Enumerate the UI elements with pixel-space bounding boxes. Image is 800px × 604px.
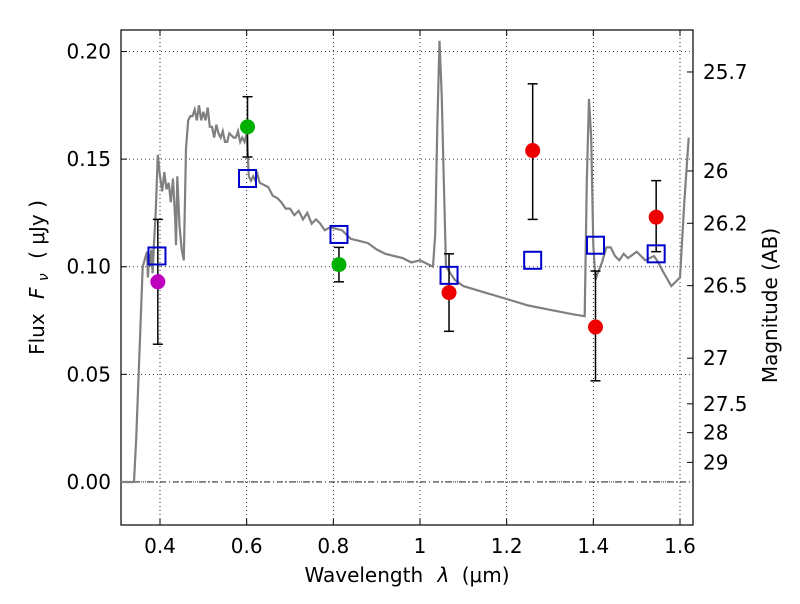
x-tick-label: 0.8 [317, 534, 349, 558]
observed-flux-point [240, 119, 256, 135]
model-photometry-square [523, 250, 543, 270]
model-spectrum-line [121, 40, 690, 484]
magnitude-tick-label: 28 [703, 421, 728, 445]
x-axis-label-text: Wavelength [304, 563, 423, 587]
magnitude-tick-label: 27.5 [703, 392, 748, 416]
y-axis-label-subscript: ν [36, 273, 52, 281]
data-layer [121, 40, 690, 484]
x-tick-label: 1.2 [491, 534, 523, 558]
x-tick-label: 0.4 [144, 534, 176, 558]
observed-flux-point [331, 257, 347, 273]
y-tick-label: 0.15 [66, 147, 111, 171]
model-photometry-square [646, 244, 666, 264]
x-tick-label: 1.4 [577, 534, 609, 558]
observed-flux-point [588, 319, 603, 335]
magnitude-axis-label: Magnitude (AB) [758, 228, 782, 383]
model-photometry-square [147, 246, 167, 266]
y-axis-label: Flux F ν ( μJy ) [25, 200, 53, 355]
x-tick-label: 0.6 [231, 534, 263, 558]
observed-flux-point [525, 143, 541, 159]
y-axis-label-symbol: F [25, 287, 49, 299]
y-tick-label: 0.10 [66, 255, 111, 279]
x-axis-label-unit: (μm) [462, 563, 510, 587]
y-axis-label-unit: ( μJy ) [25, 200, 49, 259]
magnitude-tick-label: 26 [703, 159, 728, 183]
observed-flux-point [441, 285, 457, 301]
label-layer: Wavelength λ (μm) Flux F ν ( μJy ) Magni… [25, 200, 782, 587]
model-photometry-square [329, 224, 349, 244]
y-tick-label: 0.00 [66, 470, 111, 494]
model-photometry-square [238, 169, 258, 188]
x-axis-label-symbol: λ [437, 563, 450, 587]
magnitude-tick-label: 26.2 [703, 211, 748, 235]
magnitude-tick-label: 27 [703, 346, 728, 370]
magnitude-tick-label: 26.5 [703, 274, 748, 298]
model-photometry-square [586, 235, 605, 255]
observed-flux-point [150, 274, 166, 290]
plot-frame [120, 29, 694, 526]
magnitude-tick-label: 25.7 [703, 60, 748, 84]
x-tick-label: 1 [414, 534, 427, 558]
magnitude-tick-label: 29 [703, 450, 728, 474]
y-tick-label: 0.05 [66, 362, 111, 386]
x-axis-label: Wavelength λ (μm) [304, 563, 509, 587]
x-tick-label: 1.6 [664, 534, 696, 558]
tick-layer: 0.4 0.6 0.8 1 1.2 1.4 1.6 0.00 0.05 0.10 0.15 0.20 2… [66, 30, 748, 558]
observed-flux-point [648, 209, 664, 225]
model-photometry-square [439, 265, 459, 285]
grid-layer [121, 30, 693, 525]
y-axis-label-text: Flux [25, 313, 49, 355]
y-tick-label: 0.20 [66, 40, 111, 64]
